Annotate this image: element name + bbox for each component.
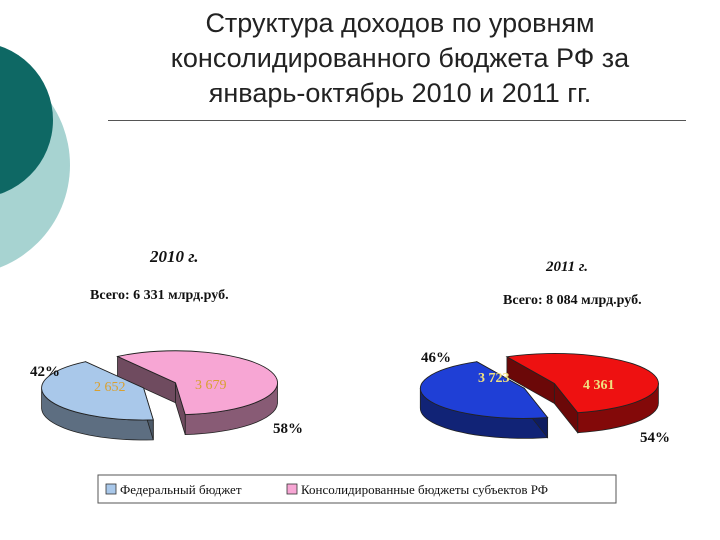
slice-value-2011-federal: 3 723 bbox=[478, 371, 510, 386]
legend-swatch-federal bbox=[105, 483, 117, 495]
slide-title: Структура доходов по уровням консолидиро… bbox=[110, 6, 690, 111]
slice-percent-2010-regional: 58% bbox=[273, 421, 303, 437]
chart-total-2010: Всего: 6 331 млрд.руб. bbox=[90, 288, 229, 303]
title-line-3: январь-октябрь 2010 и 2011 гг. bbox=[208, 78, 592, 108]
slice-percent-2010-federal: 42% bbox=[30, 364, 60, 380]
slice-value-2011-regional: 4 361 bbox=[583, 378, 615, 393]
chart-legend: Федеральный бюджет Консолидированные бюд… bbox=[97, 474, 617, 504]
legend-label-federal: Федеральный бюджет bbox=[120, 482, 242, 497]
title-divider bbox=[108, 120, 686, 121]
title-line-2: консолидированного бюджета РФ за bbox=[170, 43, 630, 73]
pie-slices-2011 bbox=[419, 353, 659, 439]
chart-title-2011: 2011 г. bbox=[545, 259, 588, 275]
pie-slice-regional bbox=[505, 353, 659, 414]
legend-label-regional: Консолидированные бюджеты субъектов РФ bbox=[301, 482, 548, 497]
legend-swatch-regional bbox=[286, 483, 298, 495]
slice-value-2010-regional: 3 679 bbox=[195, 378, 227, 393]
slice-percent-2011-regional: 54% bbox=[640, 430, 670, 446]
title-line-1: Структура доходов по уровням bbox=[205, 8, 595, 38]
pie-slice-federal bbox=[41, 361, 154, 421]
pie-chart-2010: 2010 г. Всего: 6 331 млрд.руб. 2 652 3 6… bbox=[30, 247, 303, 441]
pie-slice-federal bbox=[419, 361, 549, 419]
slice-value-2010-federal: 2 652 bbox=[94, 380, 126, 395]
legend-box bbox=[97, 474, 617, 504]
slice-percent-2011-federal: 46% bbox=[421, 350, 451, 366]
pie-slices-2010 bbox=[41, 350, 278, 441]
pie-chart-2011: 2011 г. Всего: 8 084 млрд.руб. 3 723 4 3… bbox=[419, 259, 670, 446]
chart-total-2011: Всего: 8 084 млрд.руб. bbox=[503, 293, 642, 308]
pie-slice-regional bbox=[116, 350, 278, 416]
chart-title-2010: 2010 г. bbox=[149, 247, 199, 266]
